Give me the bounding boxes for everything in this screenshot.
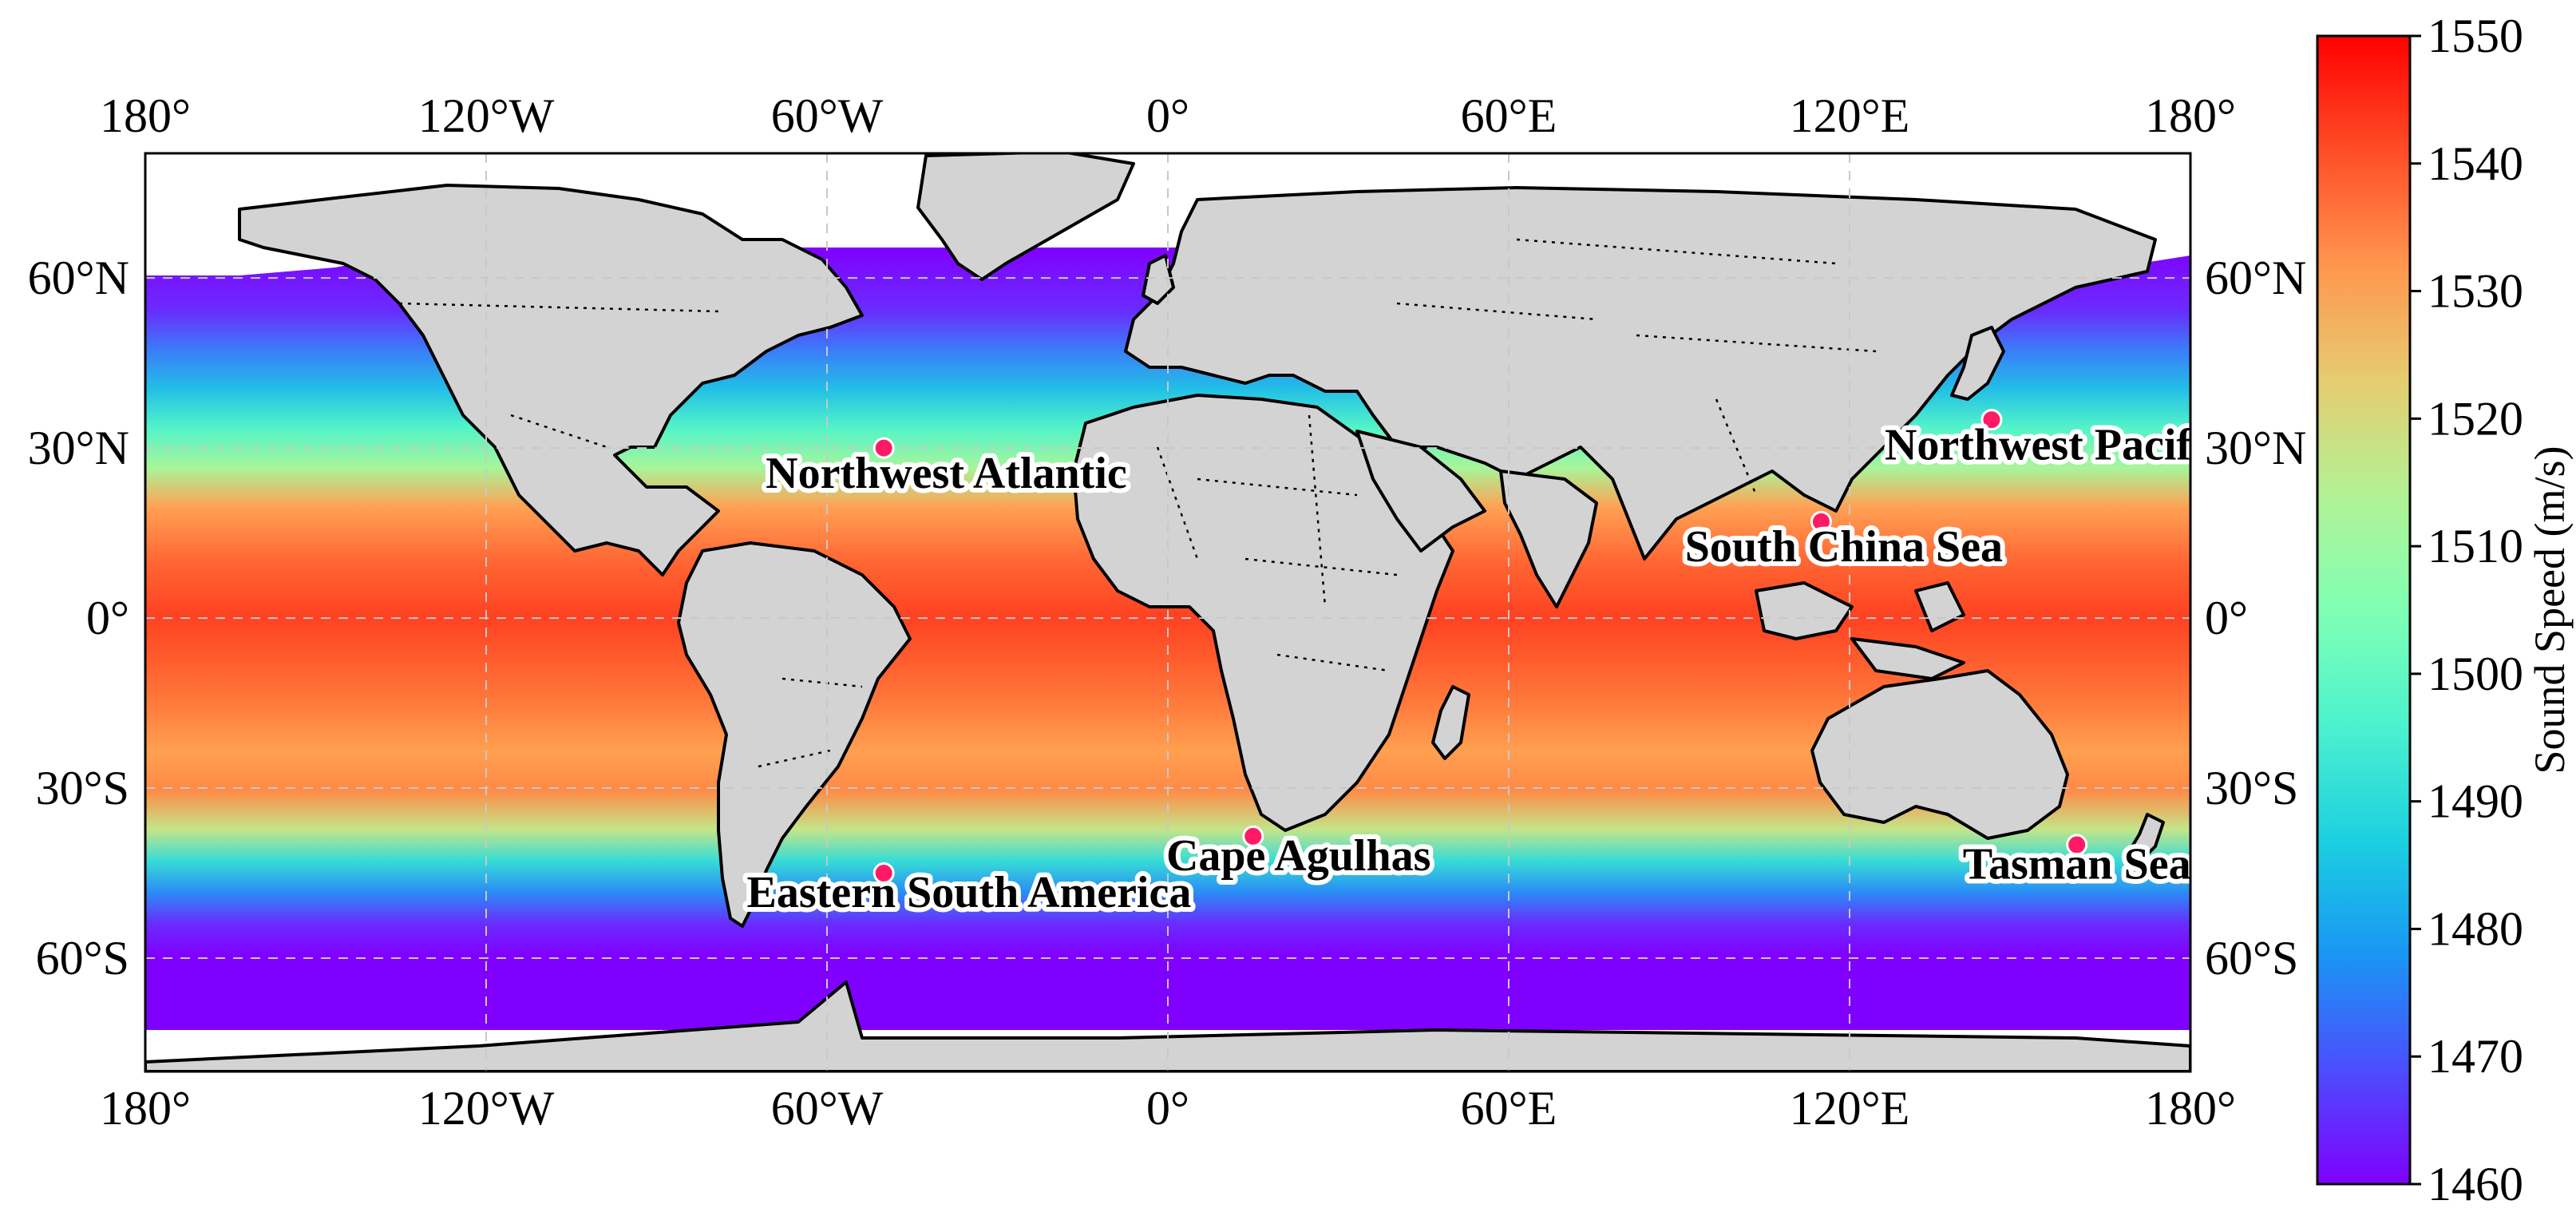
lat-tick-label-left: 60°N bbox=[28, 252, 129, 304]
lat-tick-label-right: 0° bbox=[2205, 592, 2248, 644]
africa bbox=[1072, 394, 1454, 832]
site-label: Eastern South America bbox=[746, 868, 1191, 917]
australia bbox=[1810, 669, 2069, 840]
india bbox=[1499, 469, 1598, 608]
lat-tick-label-left: 30°N bbox=[28, 422, 129, 474]
antarctica bbox=[145, 980, 2190, 1072]
colorbar-tick-label: 1520 bbox=[2428, 392, 2523, 445]
site-marker bbox=[2066, 834, 2088, 856]
lon-tick-label-top: 180° bbox=[2145, 89, 2236, 142]
colorbar-ticks: 1460 1470 1480 1490 1500 1510 1520 1530 1540 1550 bbox=[2410, 10, 2523, 1210]
colorbar-tick-label: 1500 bbox=[2428, 648, 2523, 700]
gridlines bbox=[145, 153, 2190, 1072]
colorbar-title: Sound Speed (m/s) bbox=[2526, 446, 2574, 774]
new-zealand bbox=[2126, 813, 2165, 864]
map-panel: Northwest Atlantic Northwest Pacific South… bbox=[145, 153, 2224, 1072]
japan bbox=[1950, 326, 2005, 401]
land-layer bbox=[145, 153, 2190, 1072]
site-label: Northwest Atlantic bbox=[766, 449, 1127, 498]
lon-tick-label-bottom: 180° bbox=[100, 1082, 191, 1135]
south-america bbox=[677, 541, 912, 928]
site-label: Northwest Pacific bbox=[1885, 420, 2224, 469]
site-marker bbox=[1810, 510, 1832, 533]
axis-tick-labels: 180° 180° 120°W 120°W 60°W 60°W 0° 0° 60°E 60°E 12… bbox=[28, 89, 2307, 1135]
lon-tick-label-top: 60°W bbox=[771, 89, 884, 142]
lon-tick-label-bottom: 120°W bbox=[418, 1082, 555, 1135]
site-label: Tasman Sea bbox=[1963, 840, 2191, 889]
lon-tick-label-bottom: 60°W bbox=[771, 1082, 884, 1135]
british-isles bbox=[1142, 254, 1175, 305]
colorbar-tick-label: 1550 bbox=[2428, 10, 2523, 62]
site-marker bbox=[1242, 825, 1264, 847]
site-markers: Northwest Atlantic Northwest Pacific South… bbox=[742, 409, 2224, 922]
lon-tick-label-top: 120°W bbox=[418, 89, 555, 142]
site-label: Cape Agulhas bbox=[1166, 831, 1430, 881]
lat-tick-label-right: 30°N bbox=[2205, 422, 2306, 474]
eurasia bbox=[1124, 186, 2157, 561]
lon-tick-label-top: 120°E bbox=[1790, 89, 1910, 142]
lon-tick-label-top: 180° bbox=[100, 89, 191, 142]
arctic-no-data bbox=[145, 153, 2190, 281]
north-america bbox=[238, 184, 864, 576]
colorbar-tick-label: 1540 bbox=[2428, 137, 2523, 190]
site-marker bbox=[873, 437, 895, 459]
lon-tick-label-bottom: 0° bbox=[1146, 1082, 1189, 1135]
lat-tick-label-left: 0° bbox=[86, 592, 129, 644]
lat-tick-label-right: 60°N bbox=[2205, 252, 2306, 304]
colorbar: 1460 1470 1480 1490 1500 1510 1520 1530 1540 1550… bbox=[2316, 10, 2574, 1210]
arabia bbox=[1355, 430, 1486, 553]
site-marker bbox=[1980, 409, 2003, 431]
site-marker bbox=[873, 862, 895, 885]
lat-tick-label-left: 60°S bbox=[36, 932, 129, 984]
madagascar bbox=[1431, 685, 1470, 760]
lon-tick-label-top: 0° bbox=[1146, 89, 1189, 142]
lat-tick-label-left: 30°S bbox=[36, 762, 129, 814]
colorbar-tick-label: 1490 bbox=[2428, 775, 2523, 828]
colorbar-tick-label: 1530 bbox=[2428, 265, 2523, 318]
lon-tick-label-top: 60°E bbox=[1461, 89, 1557, 142]
country-borders bbox=[398, 238, 1877, 768]
lat-tick-label-right: 60°S bbox=[2205, 932, 2298, 984]
colorbar-tick-label: 1460 bbox=[2428, 1158, 2523, 1210]
greenland bbox=[916, 153, 1135, 281]
lon-tick-label-bottom: 180° bbox=[2145, 1082, 2236, 1135]
colorbar-tick-label: 1470 bbox=[2428, 1030, 2523, 1083]
lon-tick-label-bottom: 60°E bbox=[1461, 1082, 1557, 1135]
map-frame bbox=[144, 152, 2192, 1073]
colorbar-tick-label: 1510 bbox=[2428, 520, 2523, 572]
lat-tick-label-right: 30°S bbox=[2205, 762, 2298, 814]
colorbar-bar bbox=[2316, 34, 2412, 1186]
site-label: South China Sea bbox=[1685, 522, 2003, 572]
colorbar-tick-label: 1480 bbox=[2428, 902, 2523, 955]
lon-tick-label-bottom: 120°E bbox=[1790, 1082, 1910, 1135]
